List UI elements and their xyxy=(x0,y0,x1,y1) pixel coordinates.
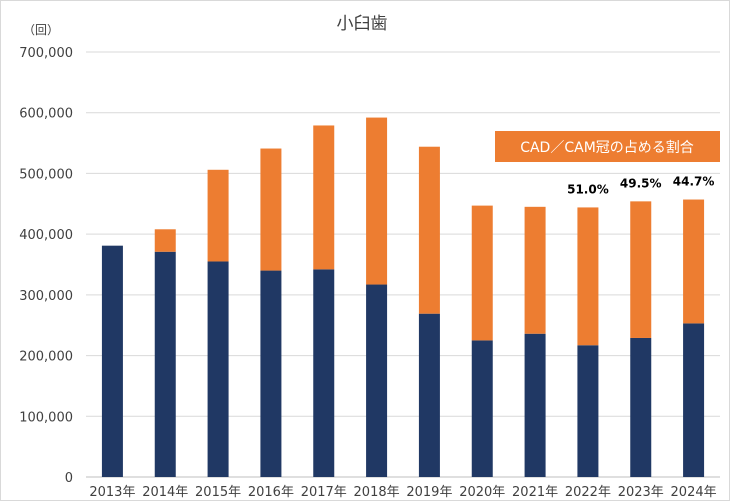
y-tick-label: 200,000 xyxy=(19,350,73,365)
y-tick-label: 300,000 xyxy=(19,289,73,304)
x-axis-ticks: 2013年 2014年 2015年 2016年 2017年 2018年 2019年 2020年… xyxy=(89,485,716,500)
x-tick-label: 2017年 xyxy=(301,485,347,500)
bar-segment-navy xyxy=(683,323,705,477)
bar-segment-orange xyxy=(207,169,229,262)
x-tick-label: 2016年 xyxy=(248,485,294,500)
bar-segment-orange xyxy=(471,205,493,341)
bars xyxy=(101,117,705,477)
bar-segment-navy xyxy=(524,333,546,477)
y-tick-label: 400,000 xyxy=(19,228,73,243)
bar-segment-navy xyxy=(418,313,440,477)
annotation-box-background xyxy=(495,131,720,162)
bar-segment-navy xyxy=(207,261,229,477)
y-tick-label: 700,000 xyxy=(19,46,73,61)
bar-segment-orange xyxy=(154,229,176,252)
annotation-box-label: CAD／CAM冠の占める割合 xyxy=(520,139,694,156)
bar-segment-navy xyxy=(101,245,123,477)
bar-segment-orange xyxy=(630,201,652,338)
x-tick-label: 2024年 xyxy=(671,485,717,500)
bar-segment-navy xyxy=(260,270,282,477)
chart-title: 小臼歯 xyxy=(337,14,388,34)
bar-segment-navy xyxy=(630,337,652,477)
x-tick-label: 2023年 xyxy=(618,485,664,500)
data-label: 51.0% xyxy=(567,182,609,196)
gridlines xyxy=(86,51,720,478)
x-tick-label: 2021年 xyxy=(512,485,558,500)
data-label: 49.5% xyxy=(620,176,662,190)
y-axis-ticks: 0 100,000 200,000 300,000 400,000 500,000 600,… xyxy=(19,46,73,486)
y-tick-label: 600,000 xyxy=(19,107,73,122)
y-axis-unit: （回） xyxy=(23,23,59,37)
bar-segment-orange xyxy=(313,125,335,270)
x-tick-label: 2019年 xyxy=(406,485,452,500)
x-tick-label: 2015年 xyxy=(195,485,241,500)
x-tick-label: 2013年 xyxy=(89,485,135,500)
annotation-box: CAD／CAM冠の占める割合 xyxy=(495,131,720,162)
bar-segment-orange xyxy=(683,199,705,324)
y-tick-label: 100,000 xyxy=(19,410,73,425)
x-tick-label: 2020年 xyxy=(459,485,505,500)
bar-segment-orange xyxy=(418,146,440,314)
bar-segment-orange xyxy=(577,207,599,346)
x-tick-label: 2022年 xyxy=(565,485,611,500)
bar-segment-orange xyxy=(260,148,282,271)
x-tick-label: 2018年 xyxy=(354,485,400,500)
bar-segment-orange xyxy=(524,206,546,334)
bar-segment-navy xyxy=(313,269,335,477)
bar-segment-navy xyxy=(154,251,176,477)
bar-segment-orange xyxy=(366,117,388,285)
bar-segment-navy xyxy=(471,340,493,477)
data-label: 44.7% xyxy=(673,175,715,189)
y-tick-label: 500,000 xyxy=(19,167,73,182)
x-tick-label: 2014年 xyxy=(142,485,188,500)
data-labels: 51.0% 49.5% 44.7% xyxy=(567,175,714,197)
bar-segment-navy xyxy=(577,345,599,477)
bar-segment-navy xyxy=(366,284,388,477)
y-tick-label: 0 xyxy=(65,471,73,486)
